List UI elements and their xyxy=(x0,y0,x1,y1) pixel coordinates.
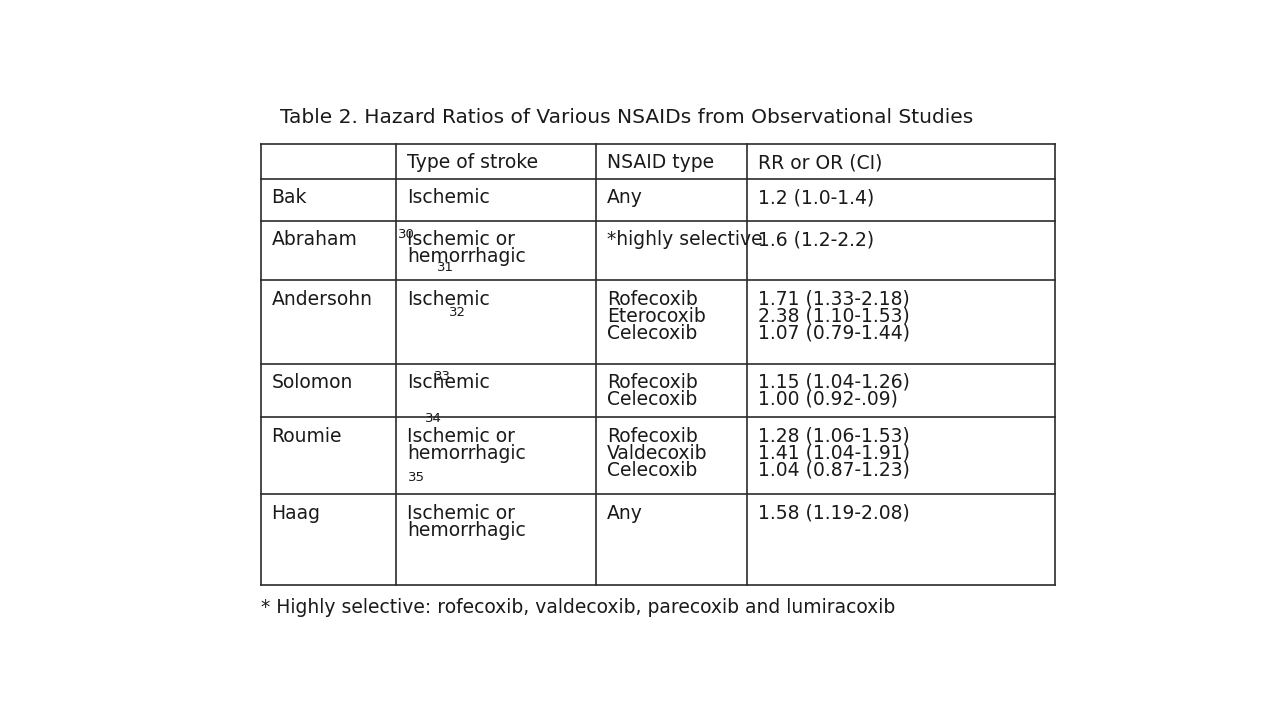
Text: 1.2 (1.0-1.4): 1.2 (1.0-1.4) xyxy=(758,188,874,207)
Text: Andersohn: Andersohn xyxy=(271,289,372,309)
Text: * Highly selective: rofecoxib, valdecoxib, parecoxib and lumiracoxib: * Highly selective: rofecoxib, valdecoxi… xyxy=(261,598,895,618)
Text: 1.00 (0.92-.09): 1.00 (0.92-.09) xyxy=(758,390,899,409)
Text: Ischemic: Ischemic xyxy=(407,373,490,392)
Text: Any: Any xyxy=(607,188,643,207)
Text: Celecoxib: Celecoxib xyxy=(607,323,698,343)
Text: 31: 31 xyxy=(436,261,454,274)
Text: Celecoxib: Celecoxib xyxy=(607,461,698,480)
Text: 32: 32 xyxy=(449,307,466,320)
Text: 1.15 (1.04-1.26): 1.15 (1.04-1.26) xyxy=(758,373,910,392)
Text: Valdecoxib: Valdecoxib xyxy=(607,444,708,463)
Text: Ischemic: Ischemic xyxy=(407,289,490,309)
Text: Ischemic or: Ischemic or xyxy=(407,427,516,446)
Text: Rofecoxib: Rofecoxib xyxy=(607,289,698,309)
Text: Haag: Haag xyxy=(271,504,320,523)
Text: Eterocoxib: Eterocoxib xyxy=(607,307,707,325)
Text: hemorrhagic: hemorrhagic xyxy=(407,248,526,266)
Text: RR or OR (CI): RR or OR (CI) xyxy=(758,153,883,172)
Text: 1.71 (1.33-2.18): 1.71 (1.33-2.18) xyxy=(758,289,910,309)
Text: Abraham: Abraham xyxy=(271,230,357,249)
Text: 34: 34 xyxy=(425,412,442,425)
Text: Type of stroke: Type of stroke xyxy=(407,153,539,172)
Text: 33: 33 xyxy=(434,370,451,384)
Text: Ischemic or: Ischemic or xyxy=(407,230,516,249)
Text: 35: 35 xyxy=(408,471,425,484)
Text: Table 2. Hazard Ratios of Various NSAIDs from Observational Studies: Table 2. Hazard Ratios of Various NSAIDs… xyxy=(280,108,973,127)
Text: NSAID type: NSAID type xyxy=(607,153,714,172)
Text: Ischemic or: Ischemic or xyxy=(407,504,516,523)
Text: 30: 30 xyxy=(398,228,415,241)
Text: Ischemic: Ischemic xyxy=(407,188,490,207)
Text: 1.28 (1.06-1.53): 1.28 (1.06-1.53) xyxy=(758,427,910,446)
Text: Any: Any xyxy=(607,504,643,523)
Text: 1.07 (0.79-1.44): 1.07 (0.79-1.44) xyxy=(758,323,910,343)
Text: 2.38 (1.10-1.53): 2.38 (1.10-1.53) xyxy=(758,307,910,325)
Text: 1.04 (0.87-1.23): 1.04 (0.87-1.23) xyxy=(758,461,910,480)
Text: Solomon: Solomon xyxy=(271,373,353,392)
Text: Celecoxib: Celecoxib xyxy=(607,390,698,409)
Text: 1.58 (1.19-2.08): 1.58 (1.19-2.08) xyxy=(758,504,910,523)
Text: hemorrhagic: hemorrhagic xyxy=(407,521,526,540)
Text: Rofecoxib: Rofecoxib xyxy=(607,373,698,392)
Text: Bak: Bak xyxy=(271,188,307,207)
Text: Roumie: Roumie xyxy=(271,427,342,446)
Text: Rofecoxib: Rofecoxib xyxy=(607,427,698,446)
Text: 1.6 (1.2-2.2): 1.6 (1.2-2.2) xyxy=(758,230,874,249)
Text: hemorrhagic: hemorrhagic xyxy=(407,444,526,463)
Text: 1.41 (1.04-1.91): 1.41 (1.04-1.91) xyxy=(758,444,910,463)
Text: *highly selective: *highly selective xyxy=(607,230,763,249)
